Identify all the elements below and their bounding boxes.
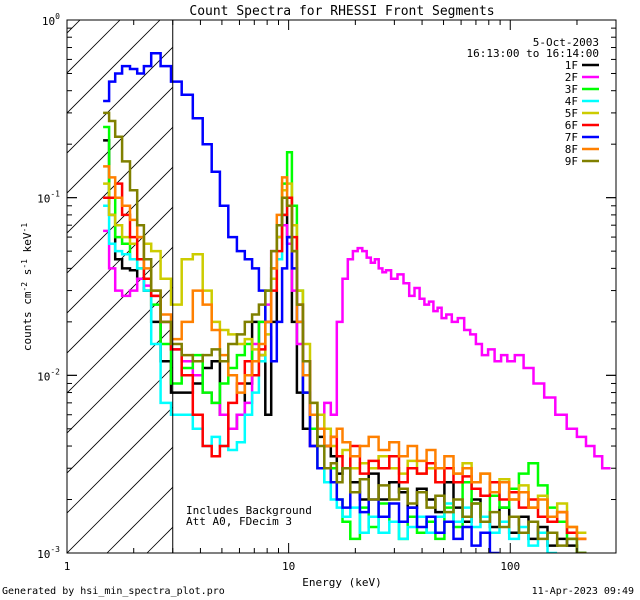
y-axis-label: counts cm-2 s-1 keV-1 <box>20 223 34 351</box>
series-line-7F <box>103 51 500 553</box>
hatch-line <box>67 46 173 154</box>
legend-label-4F: 4F <box>565 95 578 108</box>
plot-frame <box>66 19 617 554</box>
axis-tick-labels: 1 10 100 10-3 10-2 10-1 100 <box>37 12 520 573</box>
hatch-line <box>67 446 173 553</box>
y-tick-label: 10-2 <box>37 367 60 383</box>
legend-label-9F: 9F <box>565 155 578 168</box>
legend-label-6F: 6F <box>565 119 578 132</box>
annotation-attenuator: Att A0, FDecim 3 <box>186 515 292 528</box>
legend-label-8F: 8F <box>565 143 578 156</box>
legend-label-2F: 2F <box>565 71 578 84</box>
y-tick-label: 10-1 <box>37 190 60 206</box>
hatch-line <box>67 206 173 314</box>
footer-generator: Generated by hsi_min_spectra_plot.pro <box>2 586 225 597</box>
legend-label-7F: 7F <box>565 131 578 144</box>
hatch-line <box>67 86 173 194</box>
series-lines <box>103 51 611 553</box>
excluded-region-hatch <box>67 20 173 553</box>
hatch-line <box>67 366 173 474</box>
chart-title: Count Spectra for RHESSI Front Segments <box>189 4 494 19</box>
x-tick-label: 100 <box>500 560 520 573</box>
legend-label-5F: 5F <box>565 107 578 120</box>
annotation-background: Includes Background <box>186 504 312 517</box>
y-tick-label: 10-3 <box>37 545 60 561</box>
legend-label-1F: 1F <box>565 59 578 72</box>
footer-timestamp: 11-Apr-2023 09:49 <box>531 586 634 597</box>
series-line-9F <box>103 111 587 553</box>
axis-ticks <box>66 19 617 554</box>
date-label: 5-Oct-2003 <box>533 36 599 49</box>
x-tick-label: 10 <box>282 560 295 573</box>
x-tick-label: 1 <box>64 560 71 573</box>
series-line-2F <box>103 223 611 470</box>
hatch-line <box>67 20 161 114</box>
series-line-8F <box>103 165 587 541</box>
y-tick-label: 100 <box>42 12 60 28</box>
hatch-line <box>67 20 81 34</box>
time-range-label: 16:13:00 to 16:14:00 <box>467 47 599 60</box>
legend-label-3F: 3F <box>565 83 578 96</box>
hatch-line <box>67 326 173 434</box>
hatch-line <box>67 406 173 514</box>
x-axis-label: Energy (keV) <box>302 576 381 589</box>
